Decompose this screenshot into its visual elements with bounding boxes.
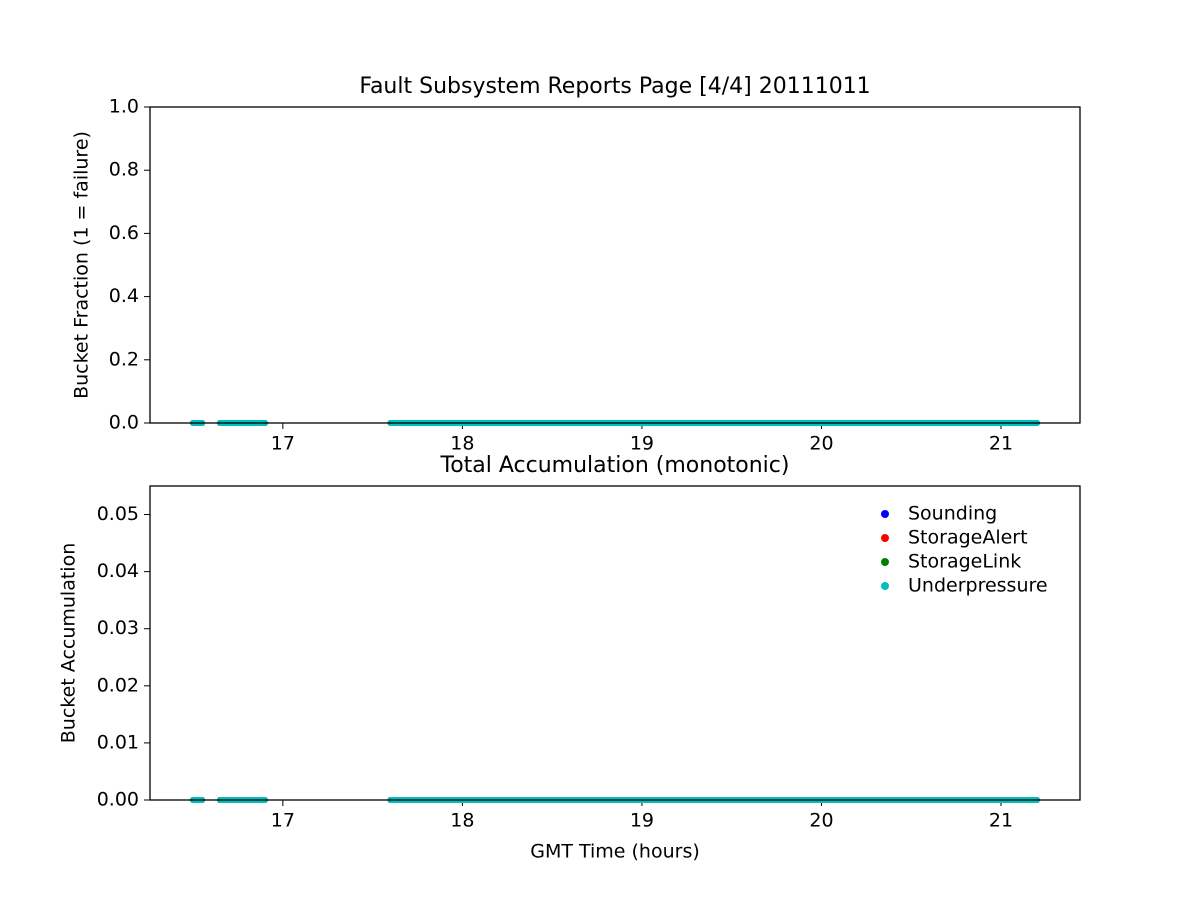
y-tick-label: 0.8 — [109, 159, 139, 181]
y-tick-label: 0.05 — [97, 503, 139, 525]
legend-marker — [881, 534, 889, 542]
axes-frame — [149, 485, 1081, 801]
legend-marker — [881, 558, 889, 566]
chart-title: Fault Subsystem Reports Page [4/4] 20111… — [359, 74, 870, 99]
x-tick-label: 18 — [450, 433, 474, 455]
legend-label: StorageAlert — [908, 527, 1028, 549]
y-tick-label: 0.4 — [109, 285, 139, 307]
y-tick-label: 0.2 — [109, 348, 139, 370]
x-tick-label: 17 — [271, 810, 295, 832]
y-tick-label: 0.00 — [97, 789, 139, 811]
x-tick-label: 20 — [809, 810, 833, 832]
chart-title: Total Accumulation (monotonic) — [440, 453, 790, 478]
x-tick-label: 21 — [989, 433, 1013, 455]
x-tick-label: 18 — [450, 810, 474, 832]
y-tick-label: 0.01 — [97, 731, 139, 753]
x-tick-label: 19 — [630, 810, 654, 832]
y-axis-label: Bucket Fraction (1 = failure) — [71, 131, 93, 399]
legend-marker — [881, 510, 889, 518]
x-tick-label: 17 — [271, 433, 295, 455]
legend-label: Sounding — [908, 503, 997, 525]
y-tick-label: 0.02 — [97, 674, 139, 696]
axes-frame — [149, 106, 1081, 424]
y-tick-label: 0.03 — [97, 617, 139, 639]
legend-marker — [881, 582, 889, 590]
y-tick-label: 1.0 — [109, 96, 139, 118]
y-tick-label: 0.04 — [97, 560, 139, 582]
legend-label: Underpressure — [908, 575, 1048, 597]
x-tick-label: 20 — [809, 433, 833, 455]
legend-label: StorageLink — [908, 551, 1021, 573]
x-tick-label: 21 — [989, 810, 1013, 832]
x-axis-label: GMT Time (hours) — [530, 841, 700, 863]
y-tick-label: 0.0 — [109, 412, 139, 434]
y-axis-label: Bucket Accumulation — [58, 543, 80, 744]
y-tick-label: 0.6 — [109, 222, 139, 244]
x-tick-label: 19 — [630, 433, 654, 455]
